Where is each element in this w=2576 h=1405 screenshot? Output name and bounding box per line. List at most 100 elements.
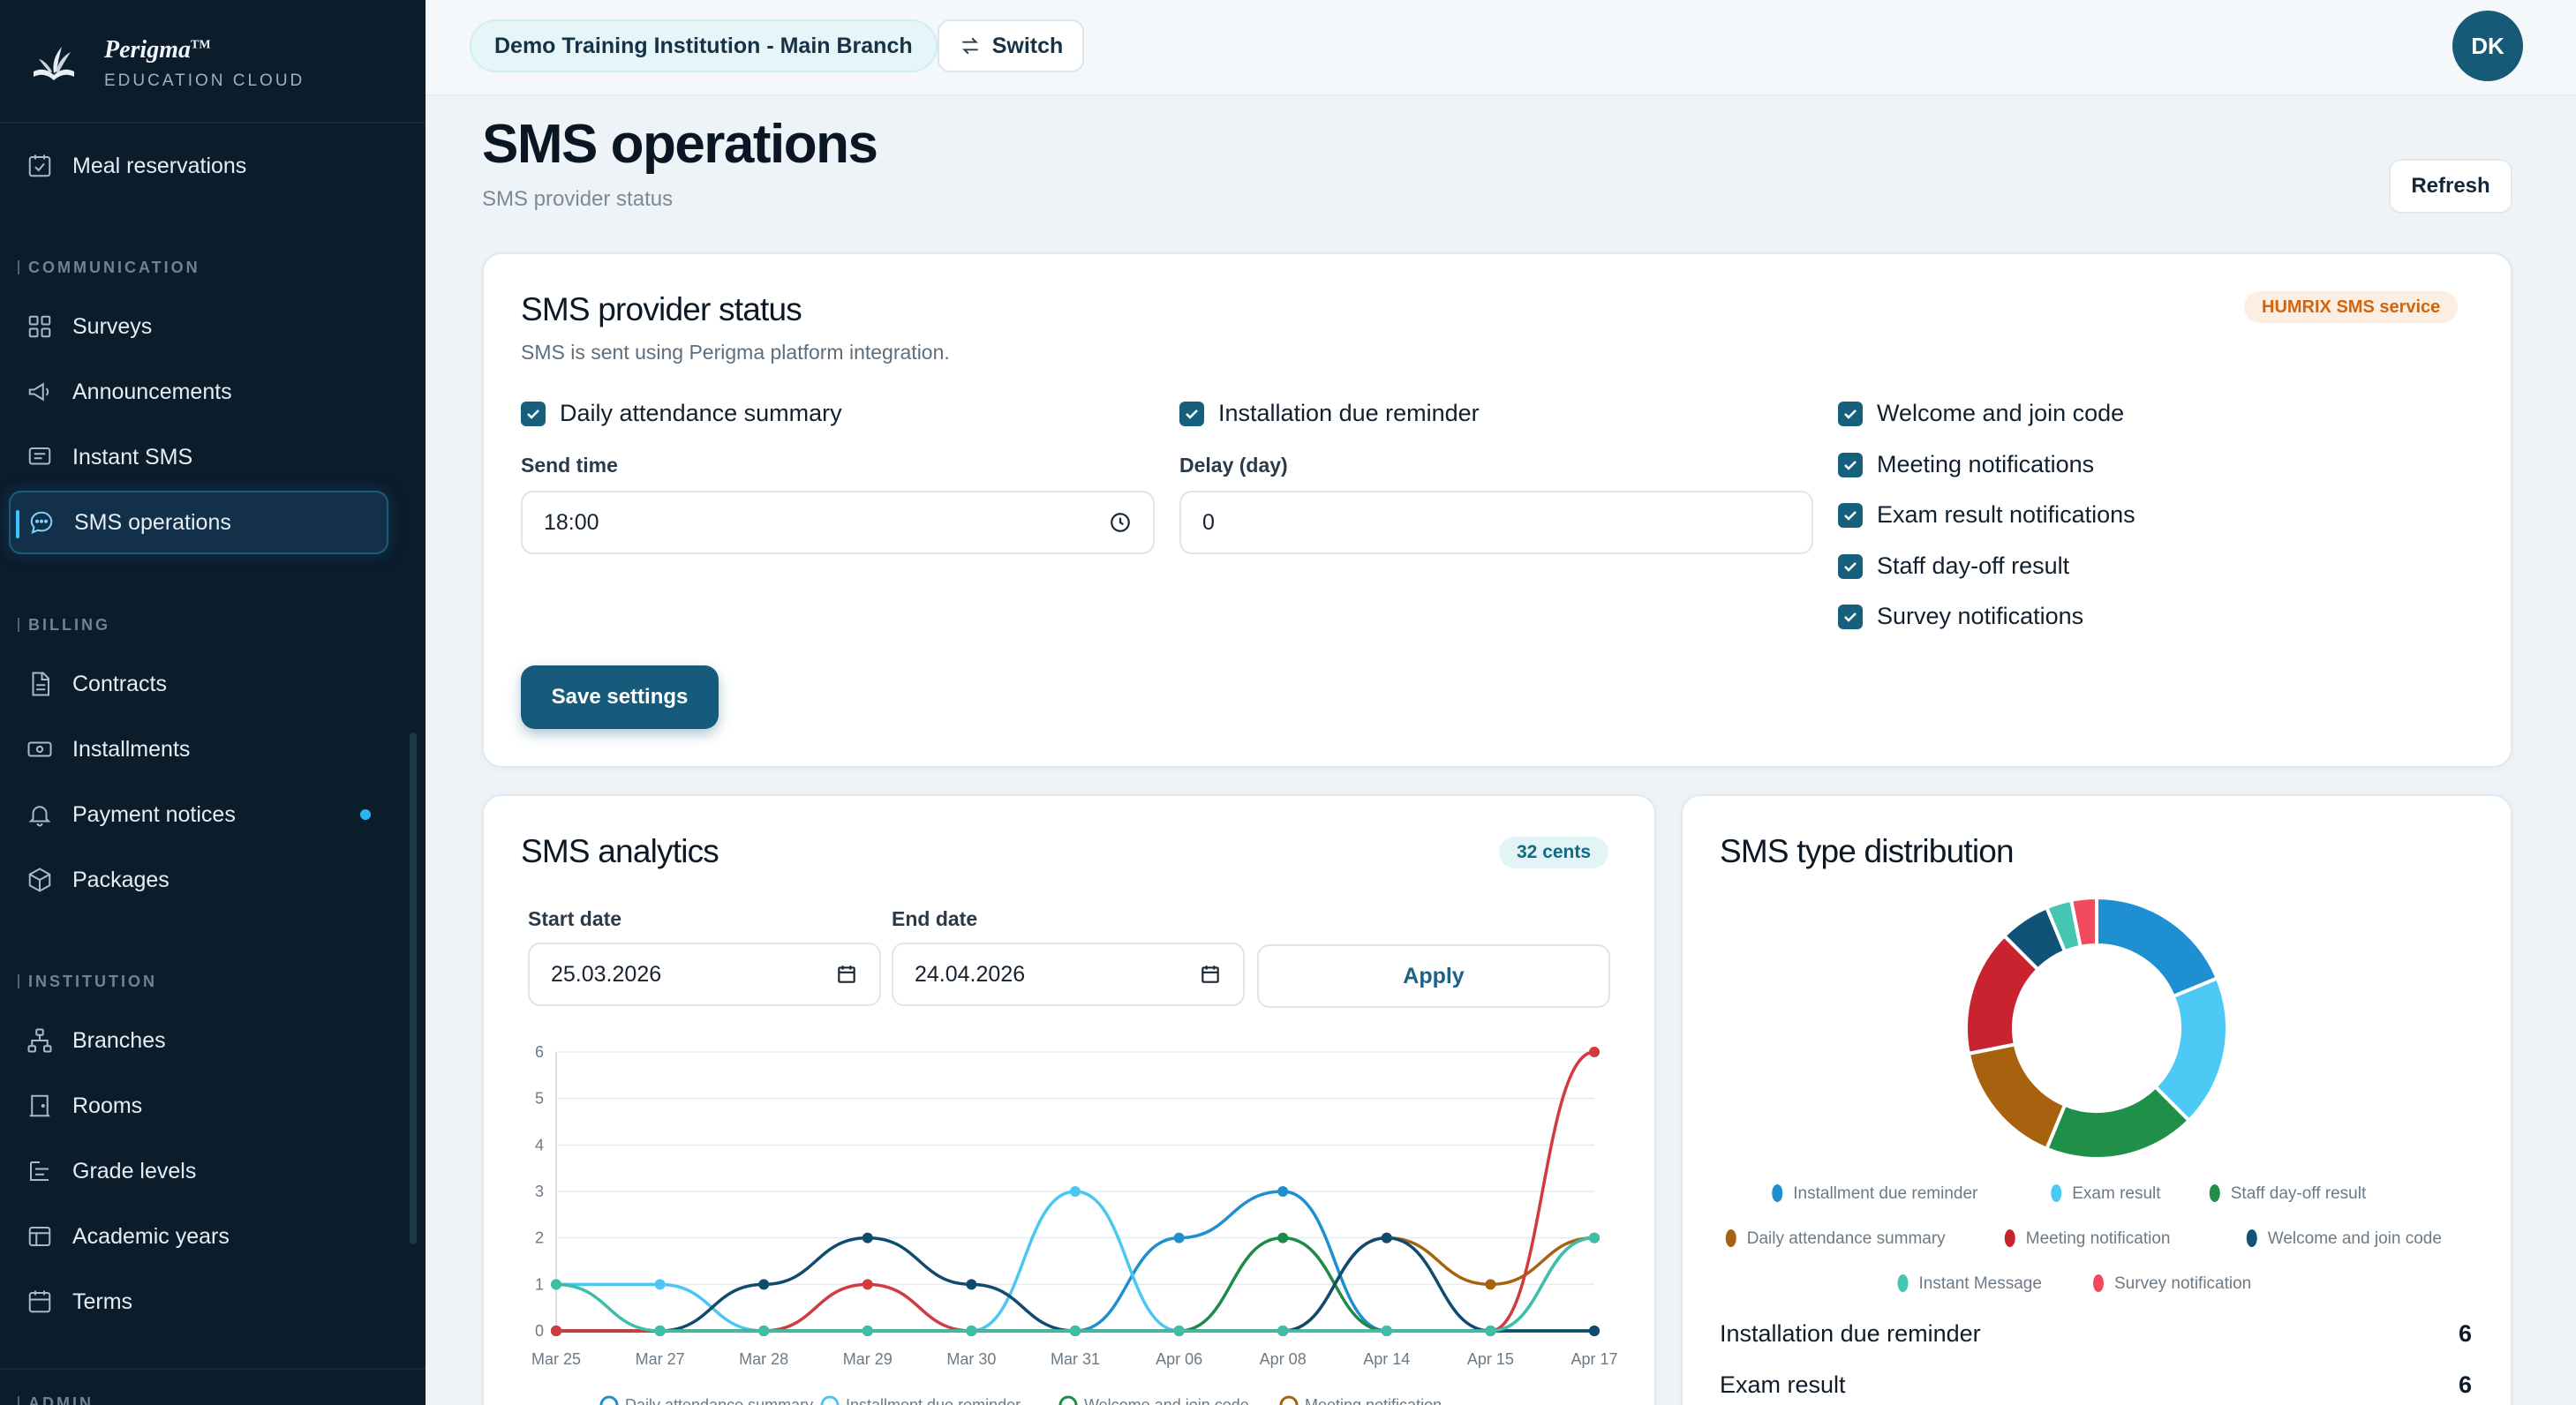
sidebar-item-payment-notices[interactable]: Payment notices bbox=[9, 783, 388, 846]
sidebar-item-grade-levels[interactable]: Grade levels bbox=[9, 1139, 388, 1203]
legend-marker bbox=[2246, 1229, 2257, 1247]
refresh-button[interactable]: Refresh bbox=[2389, 159, 2512, 214]
analytics-card-title: SMS analytics bbox=[521, 833, 719, 869]
sms-analytics-card bbox=[482, 794, 1656, 1405]
sidebar-item-sms-operations[interactable]: SMS operations bbox=[9, 491, 388, 554]
sidebar-item-instant-sms[interactable]: Instant SMS bbox=[9, 425, 388, 489]
brand-name: PerigmaTM bbox=[104, 36, 211, 64]
survey-notifications-checkbox[interactable]: Survey notifications bbox=[1838, 603, 2083, 630]
check-icon bbox=[1844, 460, 1857, 470]
sidebar-item-installments[interactable]: Installments bbox=[9, 718, 388, 781]
data-point bbox=[1381, 1232, 1392, 1243]
chat-bubble-icon bbox=[30, 511, 53, 534]
apply-button[interactable]: Apply bbox=[1257, 944, 1610, 1008]
x-tick-label: Mar 30 bbox=[946, 1350, 996, 1368]
legend-label: Daily attendance summary bbox=[1747, 1229, 1946, 1248]
grid-icon bbox=[28, 315, 51, 338]
end-date-input[interactable]: 24.04.2026 bbox=[892, 943, 1245, 1006]
user-avatar[interactable]: DK bbox=[2452, 11, 2523, 81]
send-time-input[interactable]: 18:00 bbox=[521, 491, 1155, 554]
service-badge: HUMRIX SMS service bbox=[2244, 291, 2459, 323]
y-tick-label: 5 bbox=[535, 1090, 544, 1108]
sidebar-item-branches[interactable]: Branches bbox=[9, 1009, 388, 1072]
sidebar-item-terms[interactable]: Terms bbox=[9, 1270, 388, 1334]
sidebar-item-meal-reservations[interactable]: Meal reservations bbox=[9, 134, 388, 198]
check-icon bbox=[1844, 510, 1857, 521]
exam-result-checkbox[interactable]: Exam result notifications bbox=[1838, 501, 2135, 529]
section-communication: COMMUNICATION bbox=[18, 259, 200, 277]
legend-marker bbox=[820, 1395, 840, 1405]
send-time-label: Send time bbox=[521, 454, 618, 477]
door-icon bbox=[29, 1094, 50, 1117]
page-subtitle: SMS provider status bbox=[482, 187, 674, 211]
sidebar-item-packages[interactable]: Packages bbox=[9, 848, 388, 912]
donut-slice bbox=[2044, 1084, 2192, 1161]
distribution-row: Installation due reminder 6 bbox=[1720, 1320, 2472, 1347]
check-icon bbox=[527, 409, 539, 419]
meeting-notifications-checkbox[interactable]: Meeting notifications bbox=[1838, 451, 2094, 478]
sidebar-item-surveys[interactable]: Surveys bbox=[9, 295, 388, 358]
legend-label: Welcome and join code bbox=[1084, 1396, 1249, 1405]
data-point bbox=[1485, 1279, 1496, 1290]
start-date-input[interactable]: 25.03.2026 bbox=[528, 943, 881, 1006]
distribution-row: Exam result 6 bbox=[1720, 1371, 2472, 1398]
x-tick-label: Mar 27 bbox=[636, 1350, 685, 1368]
legend-label: Survey notification bbox=[2114, 1274, 2251, 1293]
y-tick-label: 4 bbox=[535, 1136, 544, 1153]
save-settings-button[interactable]: Save settings bbox=[521, 665, 719, 729]
section-billing: BILLING bbox=[18, 616, 110, 635]
daily-attendance-checkbox[interactable]: Daily attendance summary bbox=[521, 400, 842, 427]
section-institution: INSTITUTION bbox=[18, 973, 157, 991]
data-point bbox=[551, 1326, 561, 1336]
legend-marker bbox=[1279, 1395, 1299, 1405]
sidebar-item-announcements[interactable]: Announcements bbox=[9, 360, 388, 424]
data-point bbox=[1589, 1047, 1600, 1057]
data-point bbox=[1277, 1326, 1289, 1336]
delay-input[interactable]: 0 bbox=[1179, 491, 1813, 554]
swap-arrows-icon bbox=[961, 37, 978, 55]
x-tick-label: Apr 06 bbox=[1156, 1350, 1202, 1368]
provider-card-title: SMS provider status bbox=[521, 291, 802, 327]
data-point bbox=[654, 1279, 666, 1290]
data-point bbox=[1589, 1326, 1600, 1336]
delay-label: Delay (day) bbox=[1179, 454, 1288, 477]
sidebar-divider bbox=[0, 1368, 426, 1370]
sidebar-divider bbox=[0, 122, 426, 124]
installation-due-checkbox[interactable]: Installation due reminder bbox=[1179, 400, 1480, 427]
x-tick-label: Mar 28 bbox=[739, 1350, 788, 1368]
legend-label: Staff day-off result bbox=[2231, 1184, 2367, 1203]
switch-branch-button[interactable]: Switch bbox=[938, 19, 1084, 72]
data-point bbox=[862, 1232, 873, 1243]
sms-type-donut-chart bbox=[1964, 895, 2229, 1161]
branch-selector[interactable]: Demo Training Institution - Main Branch bbox=[470, 19, 938, 72]
welcome-join-code-checkbox[interactable]: Welcome and join code bbox=[1838, 400, 2124, 427]
donut-slice bbox=[2095, 895, 2220, 999]
notification-dot bbox=[360, 809, 371, 820]
calendar-icon bbox=[1201, 965, 1219, 983]
network-icon bbox=[27, 1028, 52, 1053]
sidebar-item-rooms[interactable]: Rooms bbox=[9, 1074, 388, 1138]
legend-marker bbox=[1772, 1184, 1783, 1202]
data-point bbox=[1589, 1232, 1600, 1243]
start-date-label: Start date bbox=[528, 907, 622, 930]
x-tick-label: Apr 15 bbox=[1467, 1350, 1514, 1368]
data-point bbox=[1070, 1326, 1081, 1336]
legend-marker bbox=[2209, 1184, 2220, 1202]
sidebar-item-academic-years[interactable]: Academic years bbox=[9, 1205, 388, 1268]
brand[interactable]: PerigmaTM EDUCATION CLOUD bbox=[26, 28, 305, 99]
list-tree-icon bbox=[30, 1161, 49, 1181]
check-icon bbox=[1844, 409, 1857, 419]
calendar-check-icon bbox=[28, 154, 51, 177]
legend-marker bbox=[599, 1395, 619, 1405]
megaphone-icon bbox=[28, 382, 49, 402]
file-text-icon bbox=[32, 672, 49, 696]
data-point bbox=[966, 1326, 977, 1336]
sidebar-item-contracts[interactable]: Contracts bbox=[9, 652, 388, 716]
cost-badge: 32 cents bbox=[1499, 837, 1609, 868]
staff-day-off-checkbox[interactable]: Staff day-off result bbox=[1838, 552, 2069, 580]
package-icon bbox=[28, 868, 51, 892]
data-point bbox=[758, 1326, 770, 1336]
sidebar-scrollbar[interactable] bbox=[410, 733, 417, 1244]
y-tick-label: 2 bbox=[535, 1229, 544, 1247]
section-admin: ADMIN bbox=[18, 1394, 94, 1405]
